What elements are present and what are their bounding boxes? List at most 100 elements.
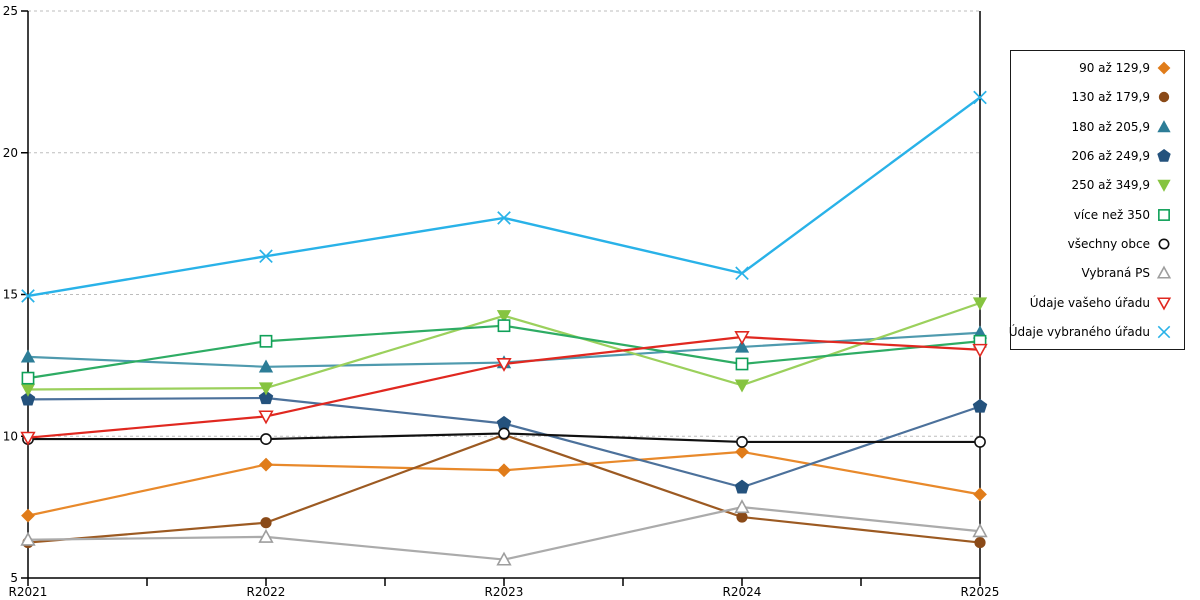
- series-9: [21, 90, 987, 303]
- triangle-down-marker: [20, 431, 36, 446]
- triangle-up-marker: [1156, 266, 1172, 280]
- pentagon-marker: [734, 479, 750, 494]
- series-0: [21, 444, 987, 523]
- legend-item-0: 90 až 129,9: [1015, 53, 1172, 82]
- triangle-down-marker: [1157, 180, 1171, 193]
- triangle-up-marker: [1157, 119, 1171, 132]
- y-tick-label: 5: [10, 571, 18, 585]
- triangle-down-marker: [258, 410, 274, 425]
- x-tick-label: R2022: [247, 585, 286, 599]
- pentagon-marker: [1157, 148, 1171, 162]
- circle-marker: [1158, 91, 1170, 103]
- x-marker: [21, 289, 35, 303]
- triangle-up-marker: [258, 528, 274, 543]
- triangle-up-legend-icon: [1156, 266, 1172, 280]
- square-marker: [21, 371, 35, 385]
- legend-item-2: 180 až 205,9: [1015, 112, 1172, 141]
- triangle-down-marker: [496, 310, 512, 324]
- legend-item-9: Údaje vybraného úřadu: [1009, 318, 1172, 347]
- y-tick-label: 10: [3, 429, 18, 443]
- series-7: [20, 499, 988, 566]
- legend-item-5: více než 350: [1015, 200, 1172, 229]
- x-tick-label: R2025: [961, 585, 1000, 599]
- y-tick-label: 25: [3, 4, 18, 18]
- circle-marker: [1158, 238, 1170, 250]
- triangle-up-marker: [972, 523, 988, 538]
- x-legend-icon: [1157, 325, 1171, 339]
- series-4: [20, 297, 988, 397]
- legend-item-label: 90 až 129,9: [1079, 60, 1150, 75]
- legend-item-label: Údaje vašeho úřadu: [1029, 295, 1150, 310]
- x-tick-label: R2024: [723, 585, 762, 599]
- legend-item-label: všechny obce: [1067, 237, 1150, 252]
- pentagon-marker: [20, 391, 36, 406]
- legend-item-3: 206 až 249,9: [1015, 141, 1172, 170]
- circle-marker: [736, 511, 748, 523]
- triangle-down-legend-icon: [1156, 297, 1172, 311]
- circle-marker: [260, 517, 272, 529]
- triangle-down-marker: [734, 379, 750, 393]
- legend-item-label: 130 až 179,9: [1071, 90, 1150, 105]
- triangle-down-legend-icon: [1157, 180, 1171, 193]
- legend-item-label: 180 až 205,9: [1071, 119, 1150, 134]
- triangle-up-marker: [20, 349, 36, 363]
- legend-item-label: 250 až 349,9: [1071, 178, 1150, 193]
- square-marker: [1158, 208, 1170, 221]
- series-line: [27, 450, 981, 517]
- triangle-down-marker: [496, 357, 512, 372]
- y-tick-label: 15: [3, 288, 18, 302]
- legend-item-6: všechny obce: [1015, 229, 1172, 258]
- series-6: [22, 427, 986, 448]
- diamond-marker: [1157, 61, 1171, 75]
- circle-marker: [498, 427, 510, 440]
- x-tick-label: R2023: [485, 585, 524, 599]
- square-marker: [735, 357, 749, 371]
- diamond-marker: [735, 444, 749, 459]
- triangle-down-marker: [972, 343, 988, 358]
- circle-marker: [974, 536, 986, 549]
- circle-legend-icon: [1158, 238, 1170, 250]
- circle-legend-icon: [1158, 91, 1170, 103]
- triangle-down-marker: [972, 297, 988, 311]
- circle-marker: [736, 436, 748, 448]
- legend-item-8: Údaje vašeho úřadu: [1015, 288, 1172, 317]
- triangle-up-marker: [20, 531, 36, 546]
- pentagon-marker: [258, 390, 274, 405]
- triangle-down-marker: [734, 331, 750, 345]
- series-3: [20, 390, 988, 494]
- x-marker: [259, 249, 273, 264]
- circle-marker: [974, 436, 986, 448]
- x-tick-label: R2021: [9, 585, 48, 599]
- triangle-up-marker: [734, 499, 750, 514]
- series-1: [22, 429, 986, 549]
- triangle-up-marker: [496, 551, 512, 566]
- triangle-up-marker: [734, 339, 750, 353]
- series-line: [27, 96, 981, 298]
- legend-item-label: Údaje vybraného úřadu: [1008, 325, 1150, 340]
- series-8: [20, 331, 988, 446]
- pentagon-marker: [496, 415, 512, 430]
- diamond-marker: [21, 508, 35, 523]
- pentagon-legend-icon: [1157, 148, 1171, 162]
- legend-item-1: 130 až 179,9: [1015, 82, 1172, 111]
- square-marker: [259, 334, 273, 348]
- legend-item-label: 206 až 249,9: [1071, 148, 1150, 163]
- legend-item-label: více než 350: [1073, 207, 1150, 222]
- chart-legend: 90 až 129,9 130 až 179,9 180 až 205,9 206 a…: [1009, 50, 1185, 350]
- diamond-marker: [497, 463, 511, 478]
- x-marker: [973, 90, 987, 105]
- triangle-up-legend-icon: [1157, 119, 1171, 132]
- triangle-down-marker: [258, 382, 274, 396]
- legend-item-7: Vybraná PS: [1015, 259, 1172, 288]
- x-marker: [735, 266, 749, 281]
- series-line: [27, 433, 981, 544]
- pentagon-marker: [972, 398, 988, 413]
- triangle-up-marker: [258, 359, 274, 373]
- legend-item-label: Vybraná PS: [1081, 266, 1150, 281]
- legend-item-4: 250 až 349,9: [1015, 171, 1172, 200]
- diamond-legend-icon: [1157, 61, 1171, 75]
- y-tick-label: 20: [3, 146, 18, 160]
- series-5: [21, 319, 987, 385]
